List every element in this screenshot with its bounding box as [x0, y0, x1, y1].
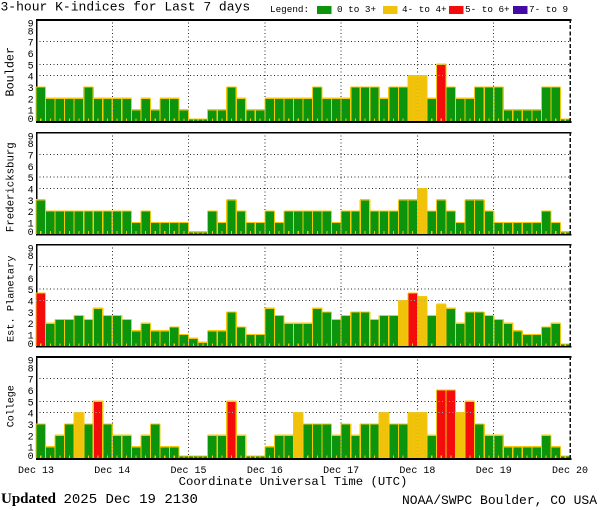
svg-text:2: 2 — [28, 208, 34, 219]
svg-text:7: 7 — [28, 376, 34, 387]
svg-text:1: 1 — [28, 332, 34, 343]
svg-text:7- to 9: 7- to 9 — [529, 4, 568, 15]
svg-text:1: 1 — [28, 444, 34, 455]
svg-text:4: 4 — [28, 298, 34, 309]
svg-text:9: 9 — [28, 20, 34, 31]
svg-text:4- to 4+: 4- to 4+ — [402, 4, 447, 15]
svg-text:5- to 6+: 5- to 6+ — [465, 4, 510, 15]
svg-text:Dec 19: Dec 19 — [476, 466, 512, 477]
svg-text:6: 6 — [28, 275, 34, 286]
svg-text:6: 6 — [28, 50, 34, 61]
svg-text:4: 4 — [28, 185, 34, 196]
svg-text:4: 4 — [28, 73, 34, 84]
svg-text:Legend:: Legend: — [270, 4, 309, 15]
svg-text:3: 3 — [28, 197, 34, 208]
svg-text:2: 2 — [28, 432, 34, 443]
svg-text:8: 8 — [28, 140, 34, 151]
svg-text:2025 Dec 19 2130: 2025 Dec 19 2130 — [64, 492, 198, 508]
svg-text:3: 3 — [28, 309, 34, 320]
svg-text:8: 8 — [28, 364, 34, 375]
svg-text:6: 6 — [28, 163, 34, 174]
svg-text:Dec 17: Dec 17 — [323, 466, 359, 477]
svg-text:Dec 18: Dec 18 — [399, 466, 435, 477]
svg-text:Dec 15: Dec 15 — [171, 466, 207, 477]
svg-text:NOAA/SWPC Boulder, CO USA: NOAA/SWPC Boulder, CO USA — [402, 493, 597, 508]
svg-text:Boulder: Boulder — [4, 47, 18, 97]
svg-text:5: 5 — [28, 286, 34, 297]
svg-text:7: 7 — [28, 264, 34, 275]
svg-text:7: 7 — [28, 151, 34, 162]
svg-text:College: College — [6, 385, 18, 427]
svg-text:0: 0 — [28, 452, 34, 463]
svg-text:Est. Planetary: Est. Planetary — [6, 256, 18, 343]
svg-text:3-hour K-indices for Last 7 da: 3-hour K-indices for Last 7 days — [1, 0, 251, 15]
svg-text:1: 1 — [28, 107, 34, 118]
svg-text:Dec 14: Dec 14 — [94, 466, 130, 477]
svg-text:Dec 16: Dec 16 — [247, 466, 283, 477]
svg-text:Fredericksburg: Fredericksburg — [6, 142, 18, 232]
svg-text:9: 9 — [28, 245, 34, 256]
svg-text:Updated: Updated — [1, 491, 57, 507]
svg-text:3: 3 — [28, 84, 34, 95]
svg-text:4: 4 — [28, 410, 34, 421]
svg-text:5: 5 — [28, 61, 34, 72]
svg-text:8: 8 — [28, 27, 34, 38]
svg-text:3: 3 — [28, 421, 34, 432]
svg-text:9: 9 — [28, 133, 34, 144]
svg-text:7: 7 — [28, 39, 34, 50]
svg-text:0: 0 — [28, 228, 34, 239]
svg-text:9: 9 — [28, 357, 34, 368]
svg-text:5: 5 — [28, 398, 34, 409]
svg-text:0: 0 — [28, 340, 34, 351]
svg-text:1: 1 — [28, 219, 34, 230]
svg-text:8: 8 — [28, 252, 34, 263]
svg-text:0 to 3+: 0 to 3+ — [337, 4, 376, 15]
svg-text:2: 2 — [28, 95, 34, 106]
svg-text:5: 5 — [28, 174, 34, 185]
svg-text:Dec 13: Dec 13 — [18, 466, 54, 477]
svg-text:2: 2 — [28, 320, 34, 331]
svg-text:6: 6 — [28, 387, 34, 398]
svg-text:0: 0 — [28, 115, 34, 126]
svg-text:Coordinate Universal Time (UTC: Coordinate Universal Time (UTC) — [179, 475, 408, 489]
svg-text:Dec 20: Dec 20 — [552, 466, 588, 477]
